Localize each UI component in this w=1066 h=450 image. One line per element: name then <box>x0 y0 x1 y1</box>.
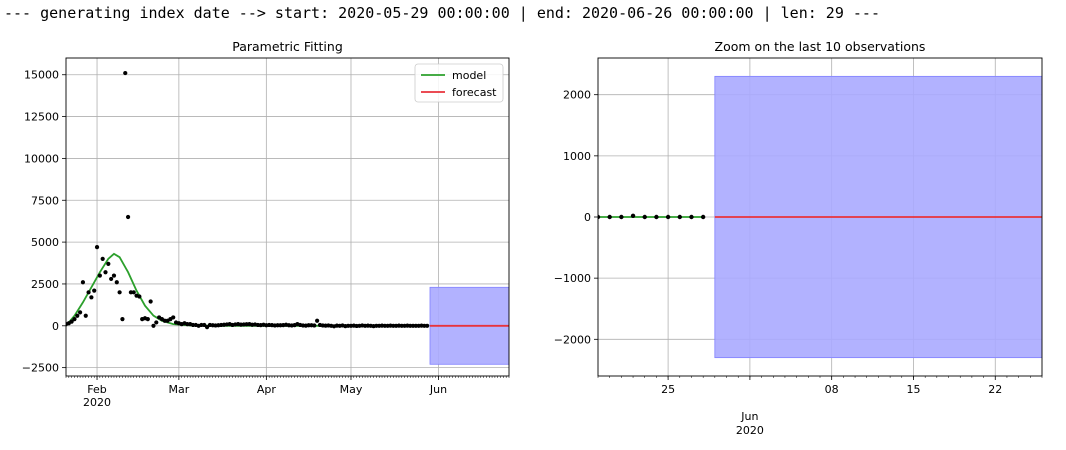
observed-point <box>677 214 682 220</box>
observed-point <box>89 295 94 300</box>
observed-point <box>131 290 136 295</box>
observed-point <box>72 316 77 322</box>
y-tick-label: 2000 <box>563 89 591 102</box>
observed-point <box>145 316 150 322</box>
observed-point <box>598 214 601 220</box>
observed-point <box>123 70 128 76</box>
x-tick-label: 15 <box>906 383 920 396</box>
x-tick-label: Feb <box>87 383 106 396</box>
observed-point <box>619 214 624 220</box>
observed-point <box>700 214 706 220</box>
observed-point <box>154 320 159 325</box>
observed-point <box>125 214 131 220</box>
legend-label-model: model <box>452 69 486 82</box>
y-tick-label: 0 <box>52 320 59 333</box>
observed-point <box>83 313 88 318</box>
x-tick-label: 08 <box>825 383 839 396</box>
observed-point <box>69 319 74 324</box>
observed-point <box>114 280 119 285</box>
y-tick-label: 0 <box>584 211 591 224</box>
panel-parametric-fitting: −2500 0 2500 5000 7500 10000 12500 15000 Feb2020… <box>22 39 510 409</box>
x-tick-sublabel: 2020 <box>83 396 111 409</box>
x-tick-label: May <box>340 383 363 396</box>
axes-frame <box>65 57 510 377</box>
observed-point <box>315 318 320 323</box>
observed-point <box>607 214 612 220</box>
observed-point <box>630 213 636 218</box>
observed-point <box>654 214 659 220</box>
x-tick-label: Mar <box>168 383 189 396</box>
observed-point <box>78 310 83 315</box>
y-tick-label: 12500 <box>24 111 59 124</box>
x-tick-label: Apr <box>257 383 277 396</box>
legend-label-forecast: forecast <box>452 86 497 99</box>
observed-point <box>86 290 91 295</box>
plot-area <box>66 70 509 365</box>
console-log-line: --- generating index date --> start: 202… <box>4 4 880 22</box>
observed-point <box>148 299 153 304</box>
chart-title: Zoom on the last 10 observations <box>715 39 926 54</box>
observed-point <box>151 323 156 328</box>
observed-point <box>689 214 694 220</box>
x-tick-label: Jun <box>740 410 758 423</box>
model-line <box>66 252 428 327</box>
y-tick-label: 10000 <box>24 152 59 165</box>
observed-point <box>103 270 108 275</box>
observed-point <box>97 273 102 278</box>
y-tick-label: 2500 <box>31 278 59 291</box>
observed-point <box>80 280 86 285</box>
observed-point <box>120 316 125 322</box>
y-tick-label: 5000 <box>31 236 59 249</box>
y-tick-label: −2500 <box>22 362 59 375</box>
observed-point <box>75 313 80 318</box>
observed-point <box>171 315 176 320</box>
plot-area <box>598 75 1042 359</box>
observed-point <box>111 273 117 278</box>
observed-point <box>312 323 317 328</box>
observed-point <box>665 214 671 220</box>
y-tick-label: 15000 <box>24 69 59 82</box>
y-tick-label: −1000 <box>554 272 591 285</box>
y-tick-label: −2000 <box>554 333 591 346</box>
y-tick-label: 1000 <box>563 150 591 163</box>
observed-point <box>109 276 114 282</box>
observed-point <box>137 294 142 299</box>
observed-point <box>92 288 97 293</box>
x-tick-label: 22 <box>988 383 1002 396</box>
x-tick-sublabel: 2020 <box>736 424 764 437</box>
observed-point <box>106 261 111 266</box>
y-tick-label: 7500 <box>31 194 59 207</box>
observed-point <box>94 245 100 250</box>
x-tick-label: 25 <box>661 383 675 396</box>
observed-point <box>117 290 122 295</box>
chart-title: Parametric Fitting <box>232 39 343 54</box>
legend: model forecast <box>414 63 504 103</box>
observed-point <box>100 256 105 261</box>
x-tick-label: Jun <box>429 383 447 396</box>
observed-point <box>642 214 647 220</box>
observed-point <box>425 323 430 328</box>
